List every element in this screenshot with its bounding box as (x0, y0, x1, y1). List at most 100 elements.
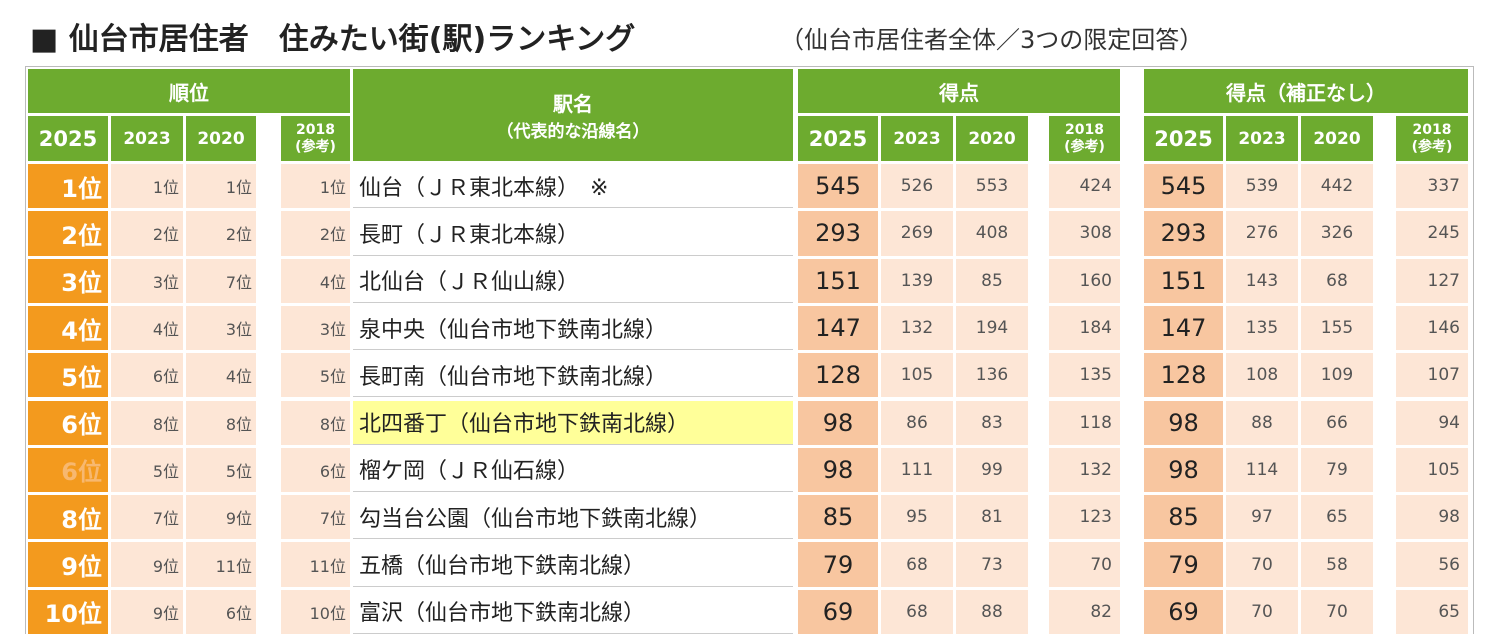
year-header: 2025 (28, 116, 108, 161)
score-2025: 98 (1144, 447, 1223, 493)
score-past: 539 (1226, 164, 1298, 209)
year-label: (参考) (1064, 138, 1105, 155)
score-past: 553 (956, 164, 1028, 209)
score-past: 526 (881, 164, 953, 209)
score-past: 424 (1049, 164, 1120, 209)
title: ■ 仙台市居住者 住みたい街(駅)ランキング (30, 22, 636, 57)
score-past: 132 (1049, 447, 1120, 493)
rank-past: 5位 (281, 353, 350, 398)
rank-past: 2位 (111, 211, 183, 256)
score-past: 111 (881, 447, 953, 493)
rank-past: 2位 (186, 211, 256, 256)
score-past: 132 (881, 305, 953, 351)
year-header: 2018 (参考) (1049, 116, 1120, 161)
score-past: 118 (1049, 400, 1120, 445)
score-past: 326 (1301, 211, 1373, 256)
station-name: 北四番丁（仙台市地下鉄南北線） (353, 400, 793, 445)
rank-past: 9位 (111, 589, 183, 634)
station-name: 仙台（ＪＲ東北本線） ※ (353, 164, 793, 209)
rank-past: 6位 (111, 353, 183, 398)
rank-past: 10位 (281, 589, 350, 634)
group-header: 得点 (798, 69, 1120, 113)
score-past: 85 (956, 258, 1028, 303)
year-label: 2018 (1412, 121, 1452, 138)
score-past: 442 (1301, 164, 1373, 209)
score-past: 160 (1049, 258, 1120, 303)
rank-past: 5位 (111, 447, 183, 493)
year-header: 2025 (798, 116, 878, 161)
rank-past: 3位 (281, 305, 350, 351)
year-header: 2023 (111, 116, 183, 161)
score-past: 68 (1301, 258, 1373, 303)
score-past: 105 (881, 353, 953, 398)
station-header: 駅名 (553, 92, 593, 116)
score-past: 114 (1226, 447, 1298, 493)
score-past: 70 (1226, 542, 1298, 587)
score-past: 58 (1301, 542, 1373, 587)
year-header: 2018 (参考) (281, 116, 350, 161)
table-frame (25, 66, 1474, 634)
station-name: 泉中央（仙台市地下鉄南北線） (353, 305, 793, 351)
score-2025: 147 (798, 305, 878, 351)
rank-2025: 4位 (28, 305, 108, 351)
rank-2025: 2位 (28, 211, 108, 256)
year-header: 2023 (881, 116, 953, 161)
score-2025: 147 (1144, 305, 1223, 351)
score-past: 97 (1226, 495, 1298, 540)
year-header: 2025 (1144, 116, 1223, 161)
score-past: 68 (881, 542, 953, 587)
year-header: 2020 (956, 116, 1028, 161)
score-past: 155 (1301, 305, 1373, 351)
score-2025: 69 (798, 589, 878, 634)
score-past: 269 (881, 211, 953, 256)
score-past: 88 (956, 589, 1028, 634)
score-past: 99 (956, 447, 1028, 493)
score-2025: 128 (1144, 353, 1223, 398)
score-2025: 79 (1144, 542, 1223, 587)
year-header: 2018 (参考) (1396, 116, 1468, 161)
rank-past: 1位 (281, 164, 350, 209)
score-2025: 545 (1144, 164, 1223, 209)
group-header: 順位 (28, 69, 350, 113)
score-past: 127 (1396, 258, 1468, 303)
score-past: 70 (1049, 542, 1120, 587)
score-past: 143 (1226, 258, 1298, 303)
score-past: 65 (1396, 589, 1468, 634)
rank-2025: 6位 (28, 400, 108, 445)
rank-past: 4位 (111, 305, 183, 351)
score-past: 79 (1301, 447, 1373, 493)
year-header: 2020 (1301, 116, 1373, 161)
rank-2025: 1位 (28, 164, 108, 209)
score-past: 86 (881, 400, 953, 445)
rank-past: 6位 (186, 589, 256, 634)
year-label: (参考) (1411, 138, 1453, 155)
year-label: 2018 (296, 121, 335, 138)
rank-past: 9位 (186, 495, 256, 540)
rank-past: 4位 (186, 353, 256, 398)
rank-past: 3位 (111, 258, 183, 303)
score-2025: 128 (798, 353, 878, 398)
score-past: 105 (1396, 447, 1468, 493)
rank-past: 11位 (186, 542, 256, 587)
score-2025: 151 (798, 258, 878, 303)
score-past: 65 (1301, 495, 1373, 540)
year-label: (参考) (295, 138, 336, 155)
score-past: 184 (1049, 305, 1120, 351)
score-past: 94 (1396, 400, 1468, 445)
score-2025: 85 (798, 495, 878, 540)
rank-past: 3位 (186, 305, 256, 351)
rank-past: 5位 (186, 447, 256, 493)
rank-past: 1位 (186, 164, 256, 209)
station-name: 北仙台（ＪＲ仙山線） (353, 258, 793, 303)
rank-2025: 10位 (28, 589, 108, 634)
score-past: 135 (1226, 305, 1298, 351)
rank-past: 6位 (281, 447, 350, 493)
score-past: 135 (1049, 353, 1120, 398)
rank-2025: 3位 (28, 258, 108, 303)
station-name: 長町（ＪＲ東北本線） (353, 211, 793, 256)
score-past: 66 (1301, 400, 1373, 445)
score-past: 136 (956, 353, 1028, 398)
station-note: （代表的な沿線名） (496, 122, 650, 142)
